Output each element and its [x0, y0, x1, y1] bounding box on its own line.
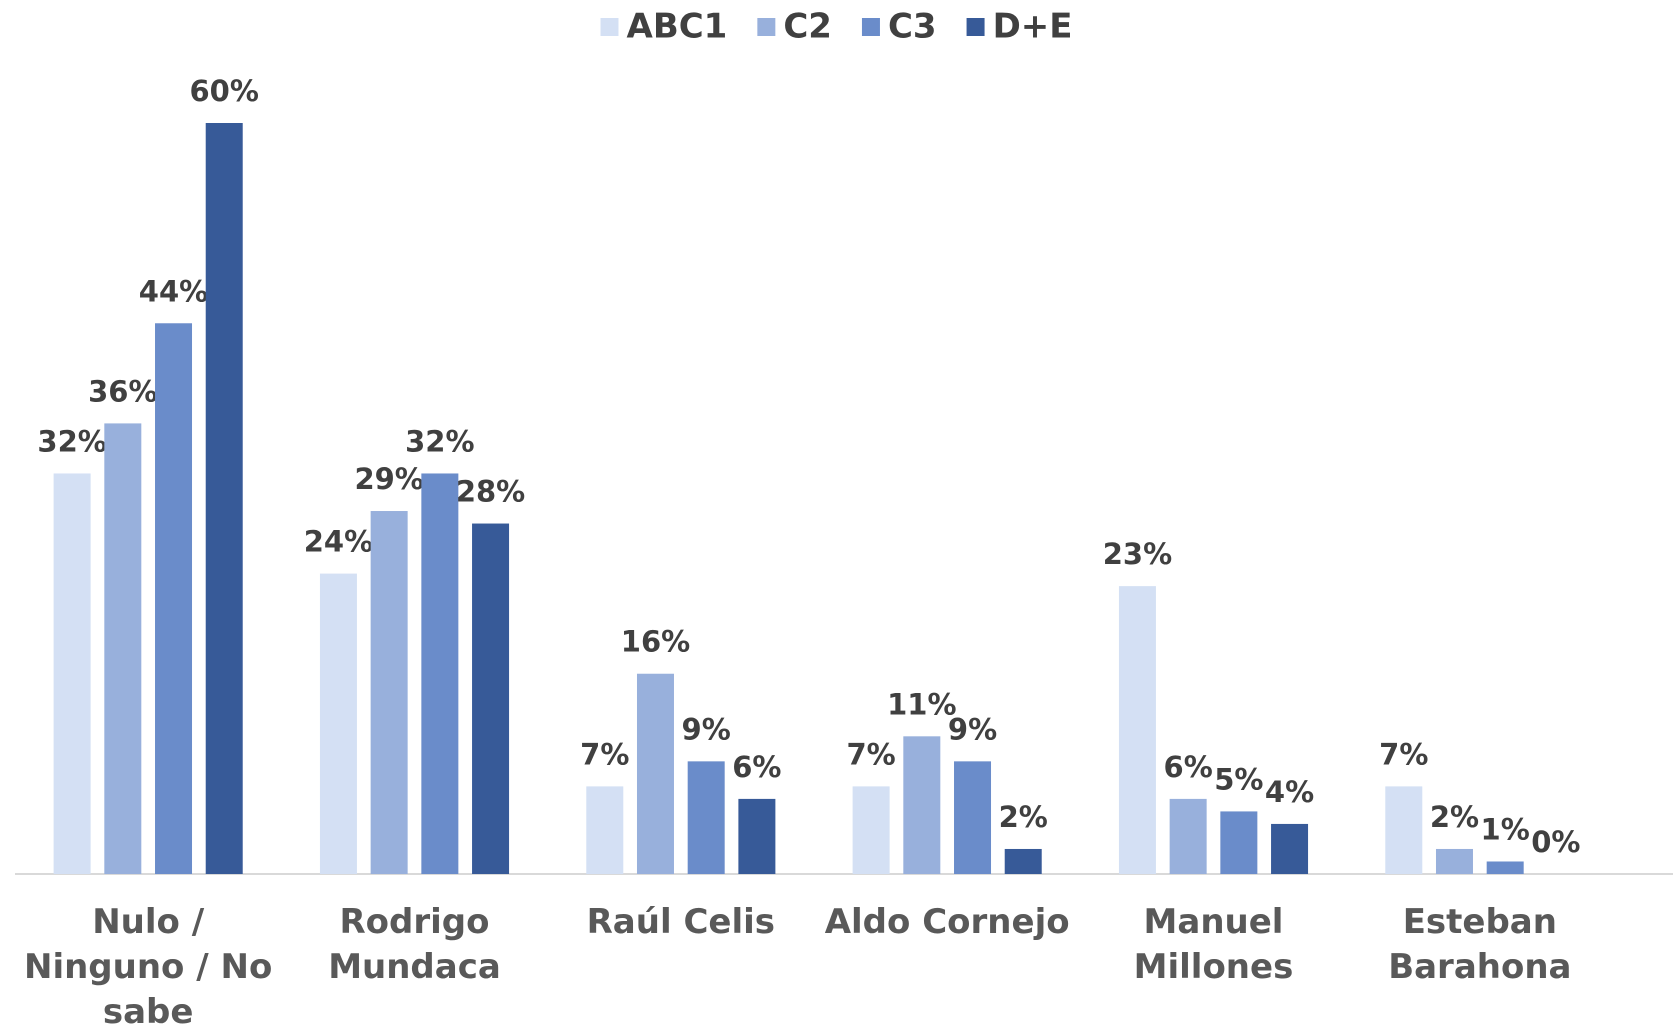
bar [903, 736, 941, 874]
legend-label: D+E [993, 7, 1073, 47]
data-label: 28% [456, 475, 525, 509]
data-label: 60% [190, 74, 259, 108]
data-label: 1% [1481, 812, 1530, 846]
bar [687, 761, 725, 874]
bar [1118, 586, 1156, 874]
data-label: 16% [621, 625, 690, 659]
bar [472, 523, 510, 874]
x-tick-label: Esteban Barahona [1388, 902, 1572, 987]
bar [636, 673, 674, 874]
data-label: 6% [1164, 750, 1213, 784]
bar [319, 573, 357, 874]
data-label: 24% [304, 525, 373, 559]
data-label: 2% [999, 800, 1048, 834]
x-tick-label: Rodrigo Mundaca [328, 902, 501, 987]
bar [738, 798, 776, 874]
x-tick-label: Manuel Millones [1133, 902, 1294, 987]
data-label: 4% [1265, 775, 1314, 809]
data-label: 7% [580, 737, 629, 771]
data-label: 9% [948, 712, 997, 746]
data-label: 36% [88, 374, 157, 408]
bar [53, 473, 91, 874]
data-label: 44% [139, 274, 208, 308]
bar [205, 123, 243, 874]
bar [370, 511, 408, 874]
data-label: 2% [1430, 800, 1479, 834]
x-tick-label: Aldo Cornejo [824, 902, 1070, 942]
bar [852, 786, 890, 874]
legend-swatch [757, 18, 776, 36]
data-label: 32% [405, 424, 474, 458]
bar [155, 323, 193, 874]
bar [1004, 848, 1042, 874]
bar [1385, 786, 1423, 874]
data-label: 7% [846, 737, 895, 771]
bar [1220, 811, 1258, 874]
legend-swatch [600, 18, 619, 36]
data-label: 7% [1379, 737, 1428, 771]
data-label: 23% [1103, 537, 1172, 571]
legend-swatch [861, 18, 880, 36]
data-label: 0% [1531, 825, 1580, 859]
bar [421, 473, 459, 874]
bar [586, 786, 624, 874]
bar [1486, 861, 1524, 874]
data-label: 5% [1214, 762, 1263, 796]
bar [1169, 798, 1207, 874]
bar [104, 423, 142, 874]
bar [954, 761, 992, 874]
legend-label: C3 [888, 7, 937, 47]
x-tick-label: Raúl Celis [586, 902, 776, 942]
data-label: 32% [37, 424, 106, 458]
legend-swatch [966, 18, 985, 36]
x-tick-label: Nulo / Ninguno / No sabe [23, 902, 273, 1031]
data-label: 9% [682, 712, 731, 746]
legend-label: C2 [783, 7, 832, 47]
data-label: 29% [354, 462, 423, 496]
data-label: 11% [887, 687, 956, 721]
legend-label: ABC1 [627, 7, 728, 47]
data-label: 6% [732, 750, 781, 784]
bar [1435, 848, 1473, 874]
bar [1271, 823, 1309, 874]
